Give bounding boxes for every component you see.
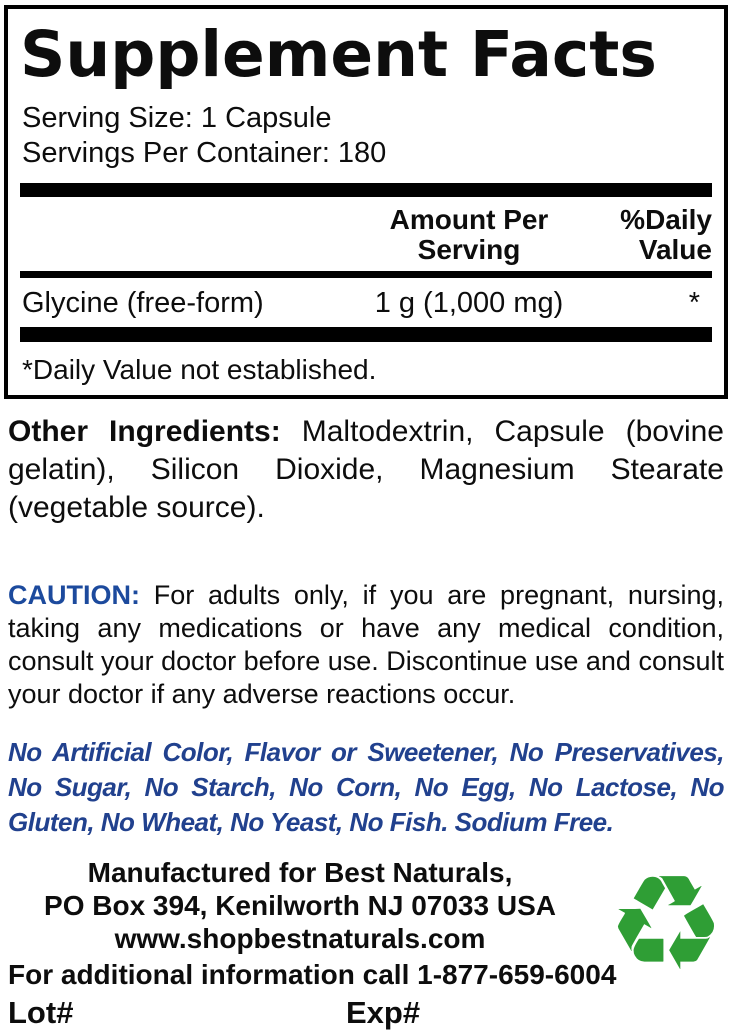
column-header-amount: Amount Per Serving xyxy=(389,204,549,265)
supplement-label: { "panel": { "title": "Supplement Facts"… xyxy=(0,5,732,1030)
manufacturer-info: Manufactured for Best Naturals, PO Box 3… xyxy=(0,856,617,992)
divider-bar-thick xyxy=(20,183,712,197)
caution-label: CAUTION: xyxy=(8,580,140,610)
serving-size: Serving Size: 1 Capsule xyxy=(22,102,332,134)
recycle-logo-box: ♻ xyxy=(600,856,732,992)
serving-info: Serving Size: 1 Capsule Servings Per Con… xyxy=(18,101,714,171)
table-row: Glycine (free-form) 1 g (1,000 mg) * xyxy=(18,278,714,327)
manufacturer-line: Manufactured for Best Naturals, xyxy=(87,857,513,888)
phone-line: For additional information call 1-877-65… xyxy=(8,959,617,990)
divider-bar-thick xyxy=(20,327,712,342)
column-header-daily-value: %Daily Value xyxy=(620,204,712,265)
panel-title: Supplement Facts xyxy=(20,18,657,91)
website-line: www.shopbestnaturals.com xyxy=(114,923,486,954)
manufacturer-footer: Manufactured for Best Naturals, PO Box 3… xyxy=(0,856,732,992)
caution-text: For adults only, if you are pregnant, nu… xyxy=(8,580,724,709)
caution-paragraph: CAUTION: For adults only, if you are pre… xyxy=(8,579,724,711)
no-additives-claims: No Artificial Color, Flavor or Sweetener… xyxy=(8,737,725,837)
lot-exp-row: Lot# Exp# xyxy=(8,996,724,1030)
recycle-icon: ♻ xyxy=(606,847,726,1001)
lot-label: Lot# xyxy=(8,995,74,1030)
divider-rule xyxy=(20,271,712,278)
other-ingredients-label: Other Ingredients: xyxy=(8,415,281,448)
servings-per-container: Servings Per Container: 180 xyxy=(22,137,387,169)
exp-label: Exp# xyxy=(346,995,421,1030)
ingredient-amount: 1 g (1,000 mg) xyxy=(374,287,564,319)
daily-value-footnote: *Daily Value not established. xyxy=(22,354,377,385)
supplement-facts-panel: Supplement Facts Serving Size: 1 Capsule… xyxy=(4,5,728,399)
other-ingredients-text: Maltodextrin, Capsule (bovine gelatin), … xyxy=(8,415,724,524)
table-header-row: Amount Per Serving %Daily Value xyxy=(18,197,714,271)
other-ingredients-paragraph: Other Ingredients: Maltodextrin, Capsule… xyxy=(8,413,724,527)
ingredient-name: Glycine (free-form) xyxy=(22,287,264,319)
ingredient-daily-value: * xyxy=(688,287,700,319)
address-line: PO Box 394, Kenilworth NJ 07033 USA xyxy=(44,890,556,921)
